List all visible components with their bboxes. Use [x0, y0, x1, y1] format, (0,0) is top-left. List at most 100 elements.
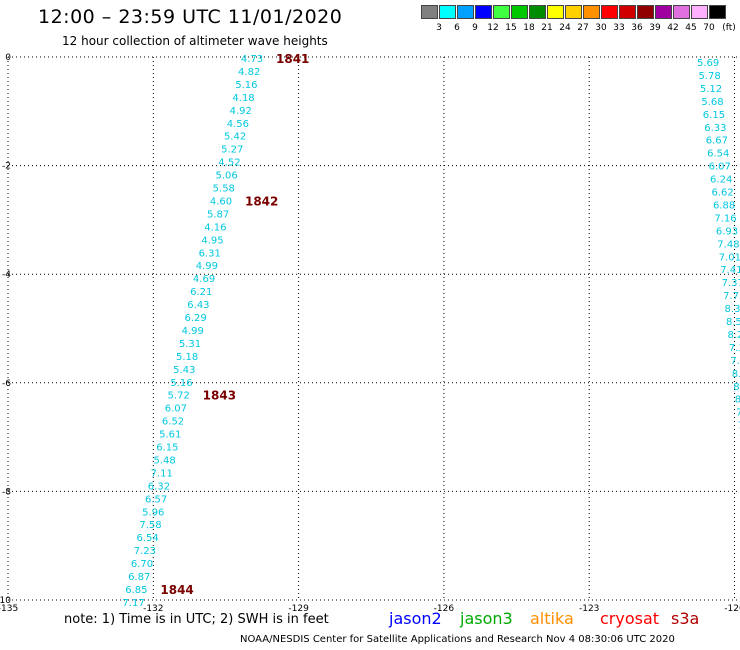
credit-line: NOAA/NESDIS Center for Satellite Applica…: [240, 634, 675, 645]
lat-tick-label-2: -4: [2, 270, 11, 280]
swh-value-west: 6.85: [125, 585, 147, 596]
swh-value-west: 4.18: [232, 93, 254, 104]
swh-value-east: 7.37: [722, 278, 740, 289]
lat-tick-label-0: 0: [5, 53, 11, 63]
swh-value-east: 8.27: [727, 330, 740, 341]
swh-value-east: 5.78: [698, 71, 720, 82]
swh-value-east: 6.93: [716, 226, 738, 237]
time-mark-1844: 1844: [160, 583, 193, 597]
swh-value-west: 7.17: [122, 598, 144, 609]
legend-unit: (ft): [722, 23, 736, 33]
track-east: 5.69 5.78 5.12 5.68 6.15 6.33 6.67 6.54 6.07 6.24…: [697, 58, 740, 445]
swh-value-west: 4.16: [204, 222, 226, 233]
lon-tick-label-0: -135: [0, 604, 18, 614]
swh-value-west: 7.58: [139, 520, 161, 531]
time-marks: 1841 1842 1843 1844: [160, 52, 309, 597]
swh-value-east: 5.12: [700, 84, 722, 95]
swh-value-west: 5.18: [176, 352, 198, 363]
swh-value-west: 5.06: [215, 171, 237, 182]
legend-swatch-5: [511, 5, 528, 19]
page-title: 12:00 – 23:59 UTC 11/01/2020: [38, 6, 343, 28]
swh-value-west: 6.43: [187, 300, 209, 311]
legend-label-39: 39: [649, 23, 661, 33]
swh-value-west: 5.58: [213, 184, 235, 195]
satellite-altika: altika: [530, 609, 574, 628]
legend-swatch-0: [421, 5, 438, 19]
legend-swatch-4: [493, 5, 510, 19]
legend-swatch-13: [655, 5, 672, 19]
lat-tick-label-4: -8: [2, 487, 11, 497]
legend-swatch-1: [439, 5, 456, 19]
swh-value-west: 6.29: [184, 313, 206, 324]
lon-tick-label-3: -126: [434, 604, 455, 614]
swh-value-east: 6.67: [706, 136, 728, 147]
swh-value-west: 6.07: [165, 404, 187, 415]
swh-value-east: 6.62: [712, 188, 734, 199]
map-grid: [7, 56, 740, 601]
legend-label-70: 70: [703, 23, 715, 33]
swh-value-west: 4.69: [193, 274, 215, 285]
legend-swatch-16: [709, 5, 726, 19]
swh-value-east: 8.2: [735, 395, 740, 406]
legend-swatch-3: [475, 5, 492, 19]
swh-value-east: 7.01: [719, 252, 740, 263]
legend-swatch-15: [691, 5, 708, 19]
swh-value-west: 6.54: [137, 533, 159, 544]
axis-ticks: -135 -132 -129 -126 -123 -120 0 -2 -4 -6 -8 -10: [0, 53, 740, 614]
swh-value-west: 7.11: [151, 468, 173, 479]
swh-value-west: 6.31: [199, 248, 221, 259]
legend-swatch-9: [583, 5, 600, 19]
lat-tick-label-5: -10: [0, 596, 11, 606]
legend-swatch-11: [619, 5, 636, 19]
swh-value-west: 6.15: [156, 443, 178, 454]
swh-value-west: 4.60: [210, 196, 232, 207]
swh-value-west: 5.87: [207, 209, 229, 220]
lon-tick-label-5: -120: [724, 604, 740, 614]
legend-swatch-6: [529, 5, 546, 19]
lon-tick-label-4: -123: [579, 604, 599, 614]
legend-label-30: 30: [595, 23, 607, 33]
time-mark-1843: 1843: [203, 389, 236, 403]
track-west: 4.73 4.82 5.16 4.18 4.92 4.56 5.42 5.27 4.52 5.06…: [122, 54, 263, 609]
legend-label-9: 9: [472, 23, 478, 33]
swh-value-east: 6.07: [709, 162, 731, 173]
legend-label-45: 45: [685, 23, 697, 33]
swh-value-west: 5.43: [173, 365, 195, 376]
legend-swatch-7: [547, 5, 564, 19]
lat-tick-label-3: -6: [2, 379, 11, 389]
swh-value-west: 4.56: [227, 119, 249, 130]
swh-value-east: 6.54: [707, 149, 729, 160]
swh-value-west: 5.16: [235, 80, 257, 91]
swh-value-west: 6.52: [162, 417, 184, 428]
legend-label-36: 36: [631, 23, 643, 33]
swh-value-east: 7.73: [723, 291, 740, 302]
swh-value-east: 5.69: [697, 58, 719, 69]
satellite-s3a: s3a: [671, 609, 700, 628]
satellite-jason3: jason3: [460, 609, 513, 628]
swh-value-west: 6.87: [128, 572, 150, 583]
swh-value-east: 7.16: [714, 213, 736, 224]
legend-label-12: 12: [487, 23, 499, 33]
time-mark-1842: 1842: [245, 194, 278, 208]
swh-value-west: 5.72: [168, 391, 190, 402]
swh-value-west: 5.31: [179, 339, 201, 350]
swh-value-east: 7.32: [729, 343, 740, 354]
legend-label-6: 6: [454, 23, 460, 33]
swh-value-west: 6.57: [145, 494, 167, 505]
legend-label-18: 18: [523, 23, 535, 33]
swh-value-west: 4.82: [238, 67, 260, 78]
swh-value-east: 7.6: [736, 408, 740, 419]
legend-label-21: 21: [541, 23, 553, 33]
legend-label-42: 42: [667, 23, 679, 33]
swh-value-west: 5.42: [224, 132, 246, 143]
legend-label-33: 33: [613, 23, 625, 33]
swh-value-east: 8.1: [732, 369, 740, 380]
swh-value-east: 7.48: [717, 239, 739, 250]
swh-value-east: 6.15: [703, 110, 725, 121]
legend-label-3: 3: [436, 23, 442, 33]
lon-tick-label-1: -132: [143, 604, 163, 614]
swh-value-west: 5.96: [142, 507, 164, 518]
swh-value-east: 6.88: [713, 200, 735, 211]
swh-value-west: 6.70: [131, 559, 153, 570]
